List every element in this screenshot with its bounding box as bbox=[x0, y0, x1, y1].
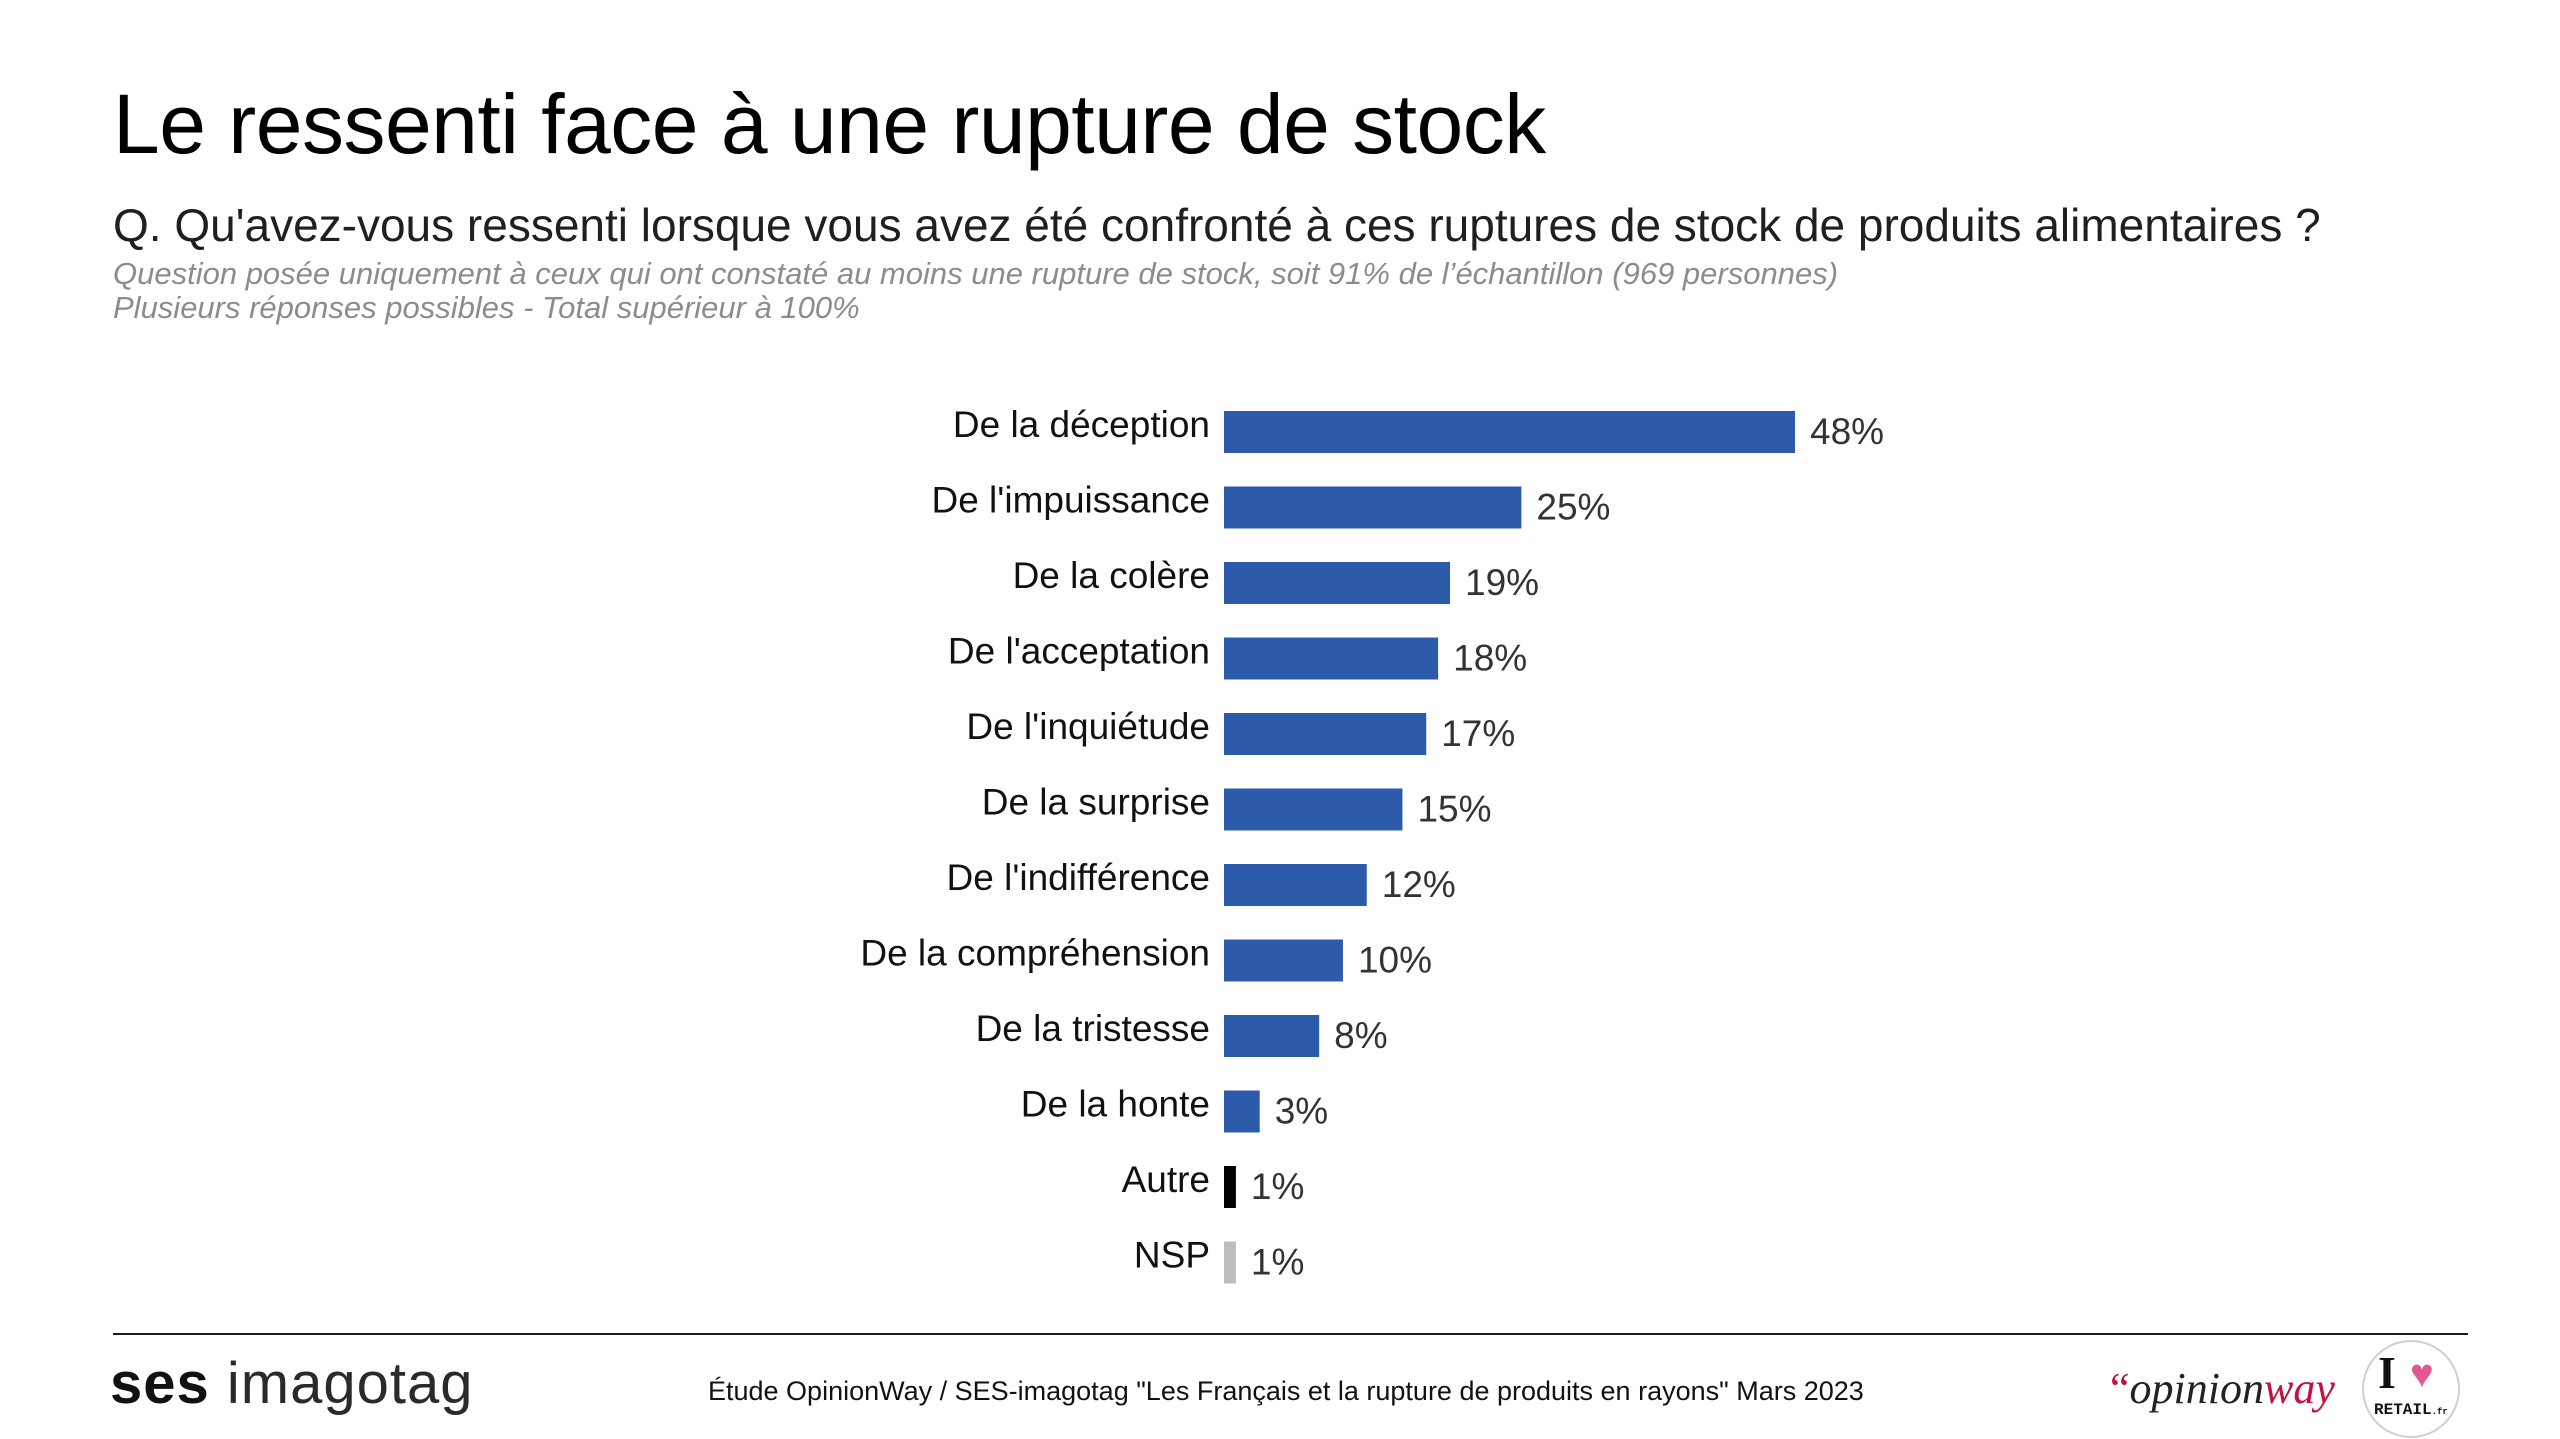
ses-imagotag-logo: ses imagotag bbox=[110, 1355, 474, 1413]
opinionway-logo: “opinionway bbox=[2110, 1367, 2335, 1411]
category-label-nsp: NSP bbox=[1134, 1234, 1210, 1275]
value-label-de-l-indifference: 12% bbox=[1382, 864, 1456, 905]
value-label-de-la-tristesse: 8% bbox=[1334, 1015, 1387, 1056]
logo-imagotag: imagotag bbox=[226, 1351, 474, 1416]
bar-de-la-tristesse bbox=[1224, 1015, 1320, 1057]
heart-icon: ♥ bbox=[2410, 1352, 2434, 1396]
value-label-de-la-deception: 48% bbox=[1810, 411, 1884, 452]
category-label-autre: Autre bbox=[1122, 1159, 1210, 1200]
value-label-de-l-acceptation: 18% bbox=[1453, 637, 1527, 678]
value-label-de-la-comprehension: 10% bbox=[1358, 939, 1432, 980]
bar-autre bbox=[1224, 1166, 1236, 1208]
value-label-autre: 1% bbox=[1251, 1166, 1304, 1207]
logo-quote: “ bbox=[2110, 1364, 2130, 1413]
category-label-de-la-honte: De la honte bbox=[1021, 1083, 1210, 1124]
logo-ses: ses bbox=[110, 1351, 210, 1416]
bar-de-l-inquietude bbox=[1224, 713, 1427, 755]
page-title: Le ressenti face à une rupture de stock bbox=[113, 77, 1546, 171]
badge-word-text: RETAIL bbox=[2374, 1401, 2432, 1419]
sample-note: Question posée uniquement à ceux qui ont… bbox=[113, 256, 1839, 291]
multiple-answers-note: Plusieurs réponses possibles - Total sup… bbox=[113, 290, 860, 325]
category-label-de-l-impuissance: De l'impuissance bbox=[931, 479, 1210, 520]
logo-way: way bbox=[2263, 1364, 2335, 1413]
logo-opinion: opinion bbox=[2129, 1364, 2264, 1413]
value-label-de-la-honte: 3% bbox=[1275, 1090, 1328, 1131]
category-label-de-l-inquietude: De l'inquiétude bbox=[966, 706, 1210, 747]
bar-de-la-colere bbox=[1224, 562, 1451, 604]
category-label-de-l-acceptation: De l'acceptation bbox=[948, 630, 1210, 671]
badge-tld: .fr bbox=[2431, 1407, 2448, 1417]
category-label-de-la-surprise: De la surprise bbox=[982, 781, 1210, 822]
bar-de-la-surprise bbox=[1224, 788, 1403, 831]
footer-divider bbox=[113, 1333, 2468, 1335]
value-label-nsp: 1% bbox=[1251, 1241, 1304, 1282]
badge-word: RETAIL.fr bbox=[2374, 1402, 2448, 1418]
value-label-de-la-surprise: 15% bbox=[1417, 788, 1491, 829]
bar-de-l-indifference bbox=[1224, 864, 1367, 906]
badge-letter: I bbox=[2378, 1347, 2396, 1398]
bar-de-l-acceptation bbox=[1224, 637, 1439, 680]
survey-question: Q. Qu'avez-vous ressenti lorsque vous av… bbox=[113, 199, 2321, 251]
value-label-de-l-impuissance: 25% bbox=[1536, 486, 1610, 527]
category-label-de-la-tristesse: De la tristesse bbox=[976, 1008, 1210, 1049]
bar-de-la-comprehension bbox=[1224, 939, 1343, 982]
bar-de-la-honte bbox=[1224, 1090, 1260, 1133]
value-label-de-l-inquietude: 17% bbox=[1441, 713, 1515, 754]
bar-de-la-deception bbox=[1224, 411, 1795, 453]
i-love-retail-logo: I ♥ RETAIL.fr bbox=[2362, 1340, 2460, 1438]
source-note: Étude OpinionWay / SES-imagotag "Les Fra… bbox=[708, 1376, 1864, 1406]
category-label-de-l-indifference: De l'indifférence bbox=[947, 857, 1210, 898]
category-label-de-la-colere: De la colère bbox=[1013, 555, 1210, 596]
category-label-de-la-deception: De la déception bbox=[953, 404, 1210, 445]
bar-chart: De la déception 48% De l'impuissance 25% De … bbox=[860, 404, 1884, 1284]
value-label-de-la-colere: 19% bbox=[1465, 562, 1539, 603]
bar-nsp bbox=[1224, 1241, 1236, 1284]
category-label-de-la-comprehension: De la compréhension bbox=[860, 932, 1210, 973]
bar-de-l-impuissance bbox=[1224, 486, 1522, 529]
